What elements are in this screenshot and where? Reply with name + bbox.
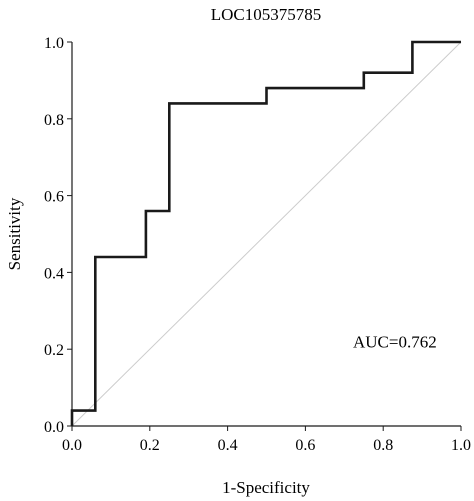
y-ticks: 0.0 0.2 0.4 0.6 0.8 1.0 bbox=[44, 35, 72, 436]
y-tick-label: 0.2 bbox=[44, 342, 64, 359]
y-tick-label: 0.8 bbox=[44, 112, 64, 129]
x-tick-label: 0.6 bbox=[295, 437, 315, 454]
series-layer bbox=[70, 40, 461, 426]
chart-title: LOC105375785 bbox=[211, 5, 322, 24]
x-tick-label: 0.2 bbox=[140, 437, 160, 454]
reference-line-layer bbox=[71, 41, 462, 427]
x-axis-title: 1-Specificity bbox=[222, 478, 310, 497]
x-tick-label: 0.0 bbox=[62, 437, 82, 454]
y-tick-label: 0.0 bbox=[44, 419, 64, 436]
x-tick-label: 0.8 bbox=[373, 437, 393, 454]
x-tick-label: 1.0 bbox=[451, 437, 471, 454]
x-ticks: 0.0 0.2 0.4 0.6 0.8 1.0 bbox=[62, 426, 471, 454]
reference-diagonal-line bbox=[71, 41, 462, 427]
x-tick-label: 0.4 bbox=[218, 437, 238, 454]
y-tick-label: 1.0 bbox=[44, 35, 64, 52]
annotation-layer: AUC=0.762 bbox=[353, 333, 437, 352]
roc-curve-line bbox=[70, 40, 461, 426]
y-axis-title: Sensitivity bbox=[5, 197, 24, 270]
y-tick-label: 0.4 bbox=[44, 265, 64, 282]
y-tick-label: 0.6 bbox=[44, 189, 64, 206]
auc-annotation: AUC=0.762 bbox=[353, 333, 437, 352]
